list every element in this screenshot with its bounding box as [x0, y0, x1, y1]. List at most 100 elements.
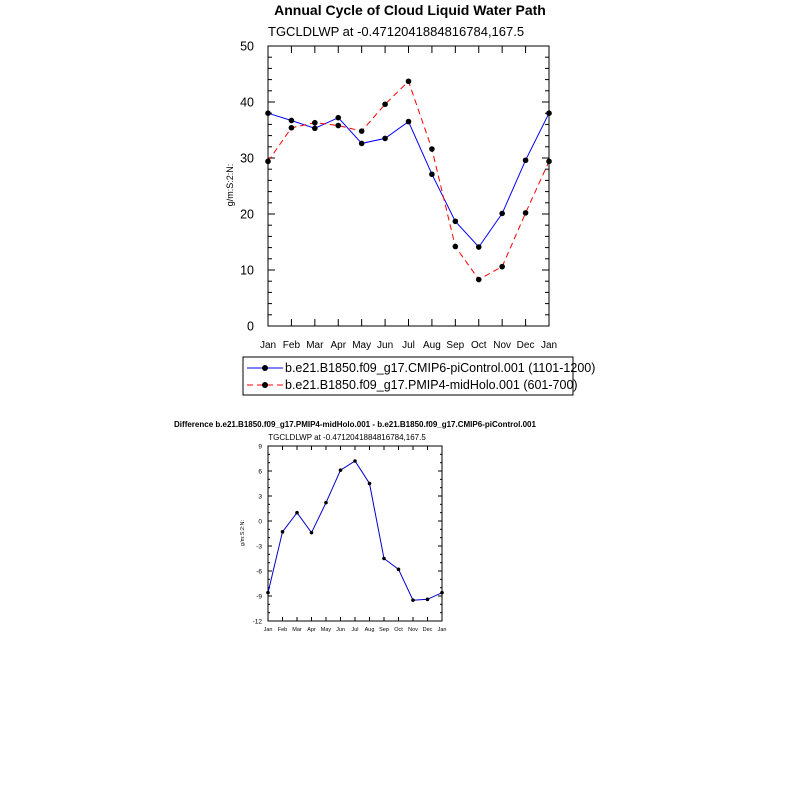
data-point-midholo	[288, 124, 295, 131]
data-point-midholo	[452, 243, 459, 250]
data-point-control	[522, 157, 529, 164]
legend-box	[242, 356, 574, 396]
x-tick-label: Jan	[260, 340, 276, 351]
x-tick-label: Jan	[438, 627, 447, 633]
y-tick-label: 50	[240, 39, 254, 53]
data-point-control	[429, 171, 435, 178]
x-tick-label: Jun	[377, 340, 393, 351]
x-tick-label: Dec	[517, 340, 535, 351]
x-tick-label: Sep	[446, 340, 464, 351]
data-point-difference	[367, 481, 372, 486]
x-tick-label: Jul	[351, 627, 358, 633]
y-tick-label: -9	[256, 593, 262, 600]
data-point-midholo	[382, 101, 388, 108]
data-point-midholo	[522, 210, 529, 216]
data-point-difference	[309, 530, 314, 535]
data-point-difference	[295, 510, 299, 515]
x-tick-label: Mar	[292, 627, 302, 633]
x-tick-label: Feb	[283, 340, 301, 351]
data-point-difference	[396, 567, 401, 572]
chart-subtitle: TGCLDLWP at -0.4712041884816784,167.5	[268, 24, 524, 39]
data-point-control	[546, 110, 552, 116]
data-point-difference	[338, 468, 343, 472]
main-chart: Annual Cycle of Cloud Liquid Water Path …	[225, 2, 595, 396]
data-point-midholo	[265, 158, 271, 165]
difference-axes: -12 -9 -6 -3 0 3 6 9 Jan Feb Mar Apr May Jun Jul Aug Sep…	[253, 443, 447, 633]
x-tick-label: Jun	[336, 627, 345, 633]
x-tick-label: Mar	[306, 340, 324, 351]
data-point-difference	[425, 597, 430, 602]
data-point-midholo	[429, 146, 435, 152]
data-point-midholo	[358, 128, 365, 134]
x-tick-label: Sep	[379, 627, 389, 633]
data-point-midholo	[335, 122, 342, 129]
x-tick-label: Apr	[307, 627, 316, 633]
legend: b.e21.B1850.f09_g17.CMIP6-piControl.001 …	[242, 356, 595, 396]
difference-title: Difference b.e21.B1850.f09_g17.PMIP4-mid…	[174, 420, 536, 429]
y-tick-label: 3	[258, 493, 262, 500]
difference-chart: Difference b.e21.B1850.f09_g17.PMIP4-mid…	[174, 420, 536, 633]
difference-series-group	[266, 459, 444, 602]
data-point-control	[335, 114, 342, 121]
data-point-control	[452, 218, 459, 225]
series-group	[265, 78, 552, 283]
data-point-midholo	[546, 158, 552, 165]
plot-frame	[267, 45, 550, 327]
difference-plot-frame	[267, 445, 443, 622]
y-tick-label: 10	[240, 263, 254, 277]
data-point-difference	[280, 530, 285, 534]
data-point-control	[358, 140, 365, 147]
chart-title: Annual Cycle of Cloud Liquid Water Path	[274, 2, 546, 18]
y-tick-label: 40	[240, 95, 254, 109]
legend-label-control: b.e21.B1850.f09_g17.CMIP6-piControl.001 …	[285, 361, 595, 375]
x-tick-label: Feb	[278, 627, 287, 633]
x-tick-label: Nov	[408, 627, 418, 633]
y-tick-label: -6	[256, 568, 262, 575]
data-point-difference	[382, 556, 386, 561]
data-point-control	[405, 118, 412, 125]
x-tick-label: Oct	[471, 340, 487, 351]
data-point-control	[312, 125, 318, 132]
series-line-control	[267, 112, 550, 248]
y-tick-label: 30	[240, 151, 254, 165]
data-point-difference	[324, 500, 328, 505]
x-tick-label: Aug	[423, 340, 441, 351]
difference-subtitle: TGCLDLWP at -0.4712041884816784,167.5	[268, 433, 426, 442]
x-tick-label: May	[321, 627, 332, 633]
data-point-control	[265, 110, 271, 116]
legend-marker-midholo	[262, 382, 268, 388]
difference-y-axis-label: g/m:S:2:N:	[240, 520, 246, 546]
x-tick-label: Oct	[394, 627, 403, 633]
data-point-difference	[266, 590, 270, 595]
x-tick-label: Nov	[493, 340, 511, 351]
y-tick-label: -3	[256, 543, 262, 550]
y-tick-label: 0	[258, 518, 262, 525]
y-tick-label: 20	[240, 207, 254, 221]
data-point-difference	[411, 598, 415, 602]
y-axis-label: g/m:S:2:N:	[225, 164, 235, 207]
data-point-control	[499, 210, 505, 217]
data-point-midholo	[475, 276, 482, 283]
legend-marker-control	[262, 365, 268, 371]
data-point-midholo	[312, 119, 318, 126]
data-point-control	[382, 135, 388, 142]
x-tick-label: Apr	[330, 340, 346, 351]
data-point-difference	[353, 459, 357, 463]
data-point-control	[288, 117, 295, 124]
x-tick-label: May	[352, 340, 371, 351]
series-line-difference	[267, 460, 443, 601]
series-line-midholo	[267, 80, 550, 281]
data-point-control	[475, 244, 482, 250]
data-point-midholo	[499, 263, 505, 270]
data-point-difference	[440, 590, 444, 595]
y-tick-label: 0	[247, 319, 254, 333]
x-tick-label: Jul	[402, 340, 415, 351]
x-tick-label: Jan	[264, 627, 273, 633]
axes: 0 10 20 30 40 50 Jan Feb Mar Apr May Jun Jul Aug Sep Oc…	[240, 39, 557, 351]
x-tick-label: Jan	[541, 340, 557, 351]
y-tick-label: -12	[253, 618, 263, 625]
x-tick-label: Dec	[423, 627, 433, 633]
y-tick-label: 6	[258, 468, 262, 475]
x-tick-label: Aug	[365, 627, 375, 633]
